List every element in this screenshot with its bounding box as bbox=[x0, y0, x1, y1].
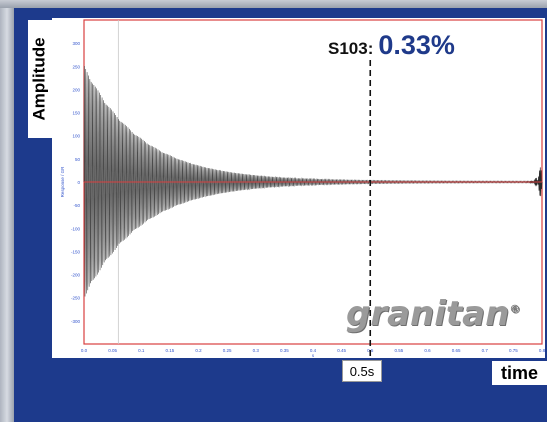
y-tick-label: 100 bbox=[72, 134, 80, 139]
waveform-chart: 300 250 200 150 100 50 0 -50 -100 -150 -200 -250 -30… bbox=[60, 19, 545, 358]
y-tick-label: 200 bbox=[72, 87, 80, 92]
y-tick-label: 300 bbox=[72, 41, 80, 46]
x-tick-label: 0.6 bbox=[424, 348, 431, 353]
y-tick-label: -250 bbox=[71, 296, 81, 301]
y-tick-label: 0 bbox=[77, 180, 80, 185]
waveform-line bbox=[83, 66, 543, 297]
time-marker-label: 0.5s bbox=[342, 360, 382, 382]
x-tick-label: 0.2 bbox=[195, 348, 202, 353]
x-tick-label: 0.65 bbox=[452, 348, 461, 353]
x-tick-label: 0.7 bbox=[482, 348, 489, 353]
damping-annotation: S103: 0.33% bbox=[328, 30, 455, 61]
x-tick-label: 0.8 bbox=[539, 348, 545, 353]
inner-y-axis-label: Response / GR bbox=[60, 166, 65, 198]
y-tick-label: -100 bbox=[71, 226, 81, 231]
x-tick-label: 0.25 bbox=[223, 348, 232, 353]
granitan-logo: granitan® bbox=[346, 294, 520, 334]
y-tick-label: 150 bbox=[72, 111, 80, 116]
window-frame-top bbox=[0, 0, 547, 8]
y-tick-label: -150 bbox=[71, 249, 81, 254]
x-tick-label: 0.05 bbox=[108, 348, 117, 353]
annotation-value: 0.33% bbox=[378, 30, 455, 60]
y-axis-label-box: Amplitude bbox=[28, 20, 52, 138]
x-tick-label: 0.75 bbox=[509, 348, 518, 353]
y-tick-label: -50 bbox=[73, 203, 80, 208]
plot-area: 300 250 200 150 100 50 0 -50 -100 -150 -200 -250 -30… bbox=[52, 18, 545, 358]
x-tick-label: 0.35 bbox=[280, 348, 289, 353]
y-tick-label: -200 bbox=[71, 273, 81, 278]
x-tick-label: 0.15 bbox=[165, 348, 174, 353]
inner-x-axis-label: s bbox=[312, 353, 315, 358]
annotation-name: S103: bbox=[328, 39, 374, 58]
window-frame-left bbox=[0, 0, 14, 422]
x-tick-label: 0.1 bbox=[138, 348, 145, 353]
x-tick-label: 0.55 bbox=[394, 348, 403, 353]
x-tick-label: 0.45 bbox=[337, 348, 346, 353]
x-tick-label: 0.0 bbox=[81, 348, 88, 353]
y-tick-label: -300 bbox=[71, 319, 81, 324]
x-tick-label: 0.4 bbox=[310, 348, 317, 353]
x-tick-label: 0.3 bbox=[253, 348, 260, 353]
y-axis-label: Amplitude bbox=[30, 37, 50, 121]
logo-text: granitan bbox=[346, 294, 510, 334]
x-axis-label: time bbox=[492, 361, 547, 385]
y-tick-label: 50 bbox=[75, 157, 81, 162]
registered-mark: ® bbox=[509, 302, 521, 316]
y-tick-label: 250 bbox=[72, 64, 80, 69]
